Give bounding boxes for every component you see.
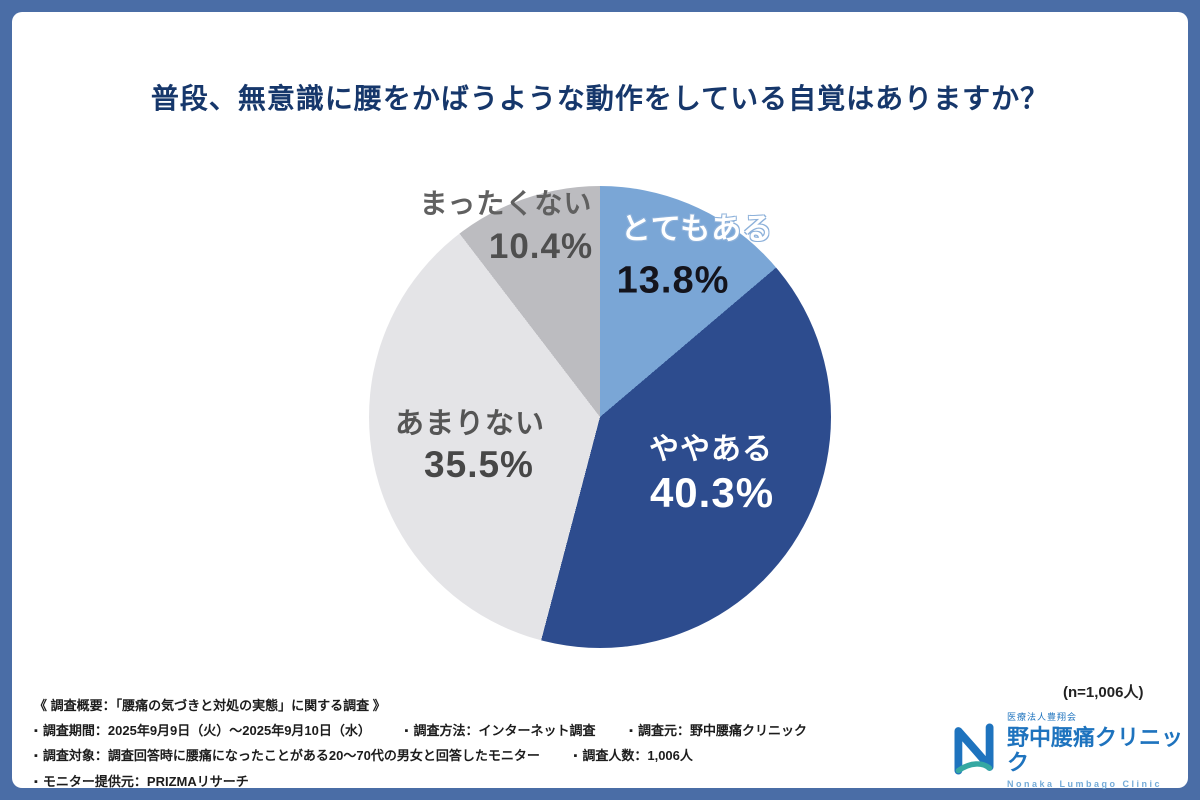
slice-label-amarinai: あまりない — [394, 408, 546, 440]
clinic-logo-mark-icon — [950, 720, 998, 778]
survey-line-2: ▪ 調査対象：調査回答時に腰痛になったことがある20〜70代の男女と回答したモニタ… — [34, 744, 837, 770]
bullet-icon: ▪ — [34, 775, 38, 788]
survey-item-text: 調査対象：調査回答時に腰痛になったことがある20〜70代の男女と回答したモニター — [42, 748, 540, 763]
slice-value-amarinai: 35.5% — [424, 444, 534, 485]
survey-line-1: ▪ 調査期間：2025年9月9日（火）〜2025年9月10日（水） ▪ 調査方法：イ… — [34, 719, 837, 745]
survey-item-method: ▪ 調査方法：インターネット調査 — [405, 723, 596, 738]
slice-label-yayaaru: ややある — [649, 433, 773, 466]
survey-item-monitor: ▪ モニター提供元：PRIZMAリサーチ — [34, 774, 249, 789]
survey-item-text: 調査期間：2025年9月9日（火）〜2025年9月10日（水） — [42, 722, 371, 738]
survey-item-count: ▪ 調査人数：1,006人 — [573, 748, 692, 763]
survey-item-text: 調査方法：インターネット調査 — [413, 722, 596, 738]
bullet-icon: ▪ — [34, 724, 38, 737]
bullet-icon: ▪ — [629, 724, 633, 737]
survey-item-target: ▪ 調査対象：調査回答時に腰痛になったことがある20〜70代の男女と回答したモニタ… — [34, 748, 540, 763]
survey-overview: 《 調査概要：「腰痛の気づきと対処の実態」に関する調査 》 ▪ 調査期間：2025… — [34, 694, 837, 795]
survey-item-text: モニター提供元：PRIZMAリサーチ — [42, 773, 249, 789]
clinic-name-en: Nonaka Lumbago Clinic — [1007, 778, 1163, 789]
sample-size-note: (n=1,006人) — [1063, 684, 1144, 701]
survey-item-period: ▪ 調査期間：2025年9月9日（火）〜2025年9月10日（水） — [34, 723, 371, 738]
bullet-icon: ▪ — [34, 750, 38, 762]
bullet-icon: ▪ — [404, 724, 409, 737]
bullet-icon: ▪ — [573, 750, 578, 762]
clinic-logo: 医療法人豊翔会 野中腰痛クリニック Nonaka Lumbago Clinic — [950, 710, 1200, 789]
slice-value-totemoaru: 13.8% — [616, 259, 730, 302]
survey-item-text: 調査人数：1,006人 — [582, 748, 693, 763]
survey-item-source: ▪ 調査元：野中腰痛クリニック — [629, 723, 807, 738]
survey-item-text: 調査元：野中腰痛クリニック — [637, 722, 807, 738]
pie — [369, 186, 831, 648]
clinic-corporation-name: 医療法人豊翔会 — [1007, 712, 1078, 722]
slice-label-totemoaru: とてもある — [620, 213, 774, 246]
chart-title: 普段、無意識に腰をかばうような動作をしている自覚はありますか？ — [150, 82, 1050, 114]
slice-value-mattakunai: 10.4% — [488, 227, 594, 266]
survey-heading: 《 調査概要：「腰痛の気づきと対処の実態」に関する調査 》 — [34, 698, 386, 713]
survey-line-3: ▪ モニター提供元：PRIZMAリサーチ — [34, 770, 837, 796]
slice-value-yayaaru: 40.3% — [649, 469, 775, 516]
clinic-name: 野中腰痛クリニック — [1007, 725, 1184, 776]
clinic-logo-text: 医療法人豊翔会 野中腰痛クリニック Nonaka Lumbago Clinic — [1007, 710, 1200, 789]
slice-label-mattakunai: まったくない — [419, 188, 593, 219]
